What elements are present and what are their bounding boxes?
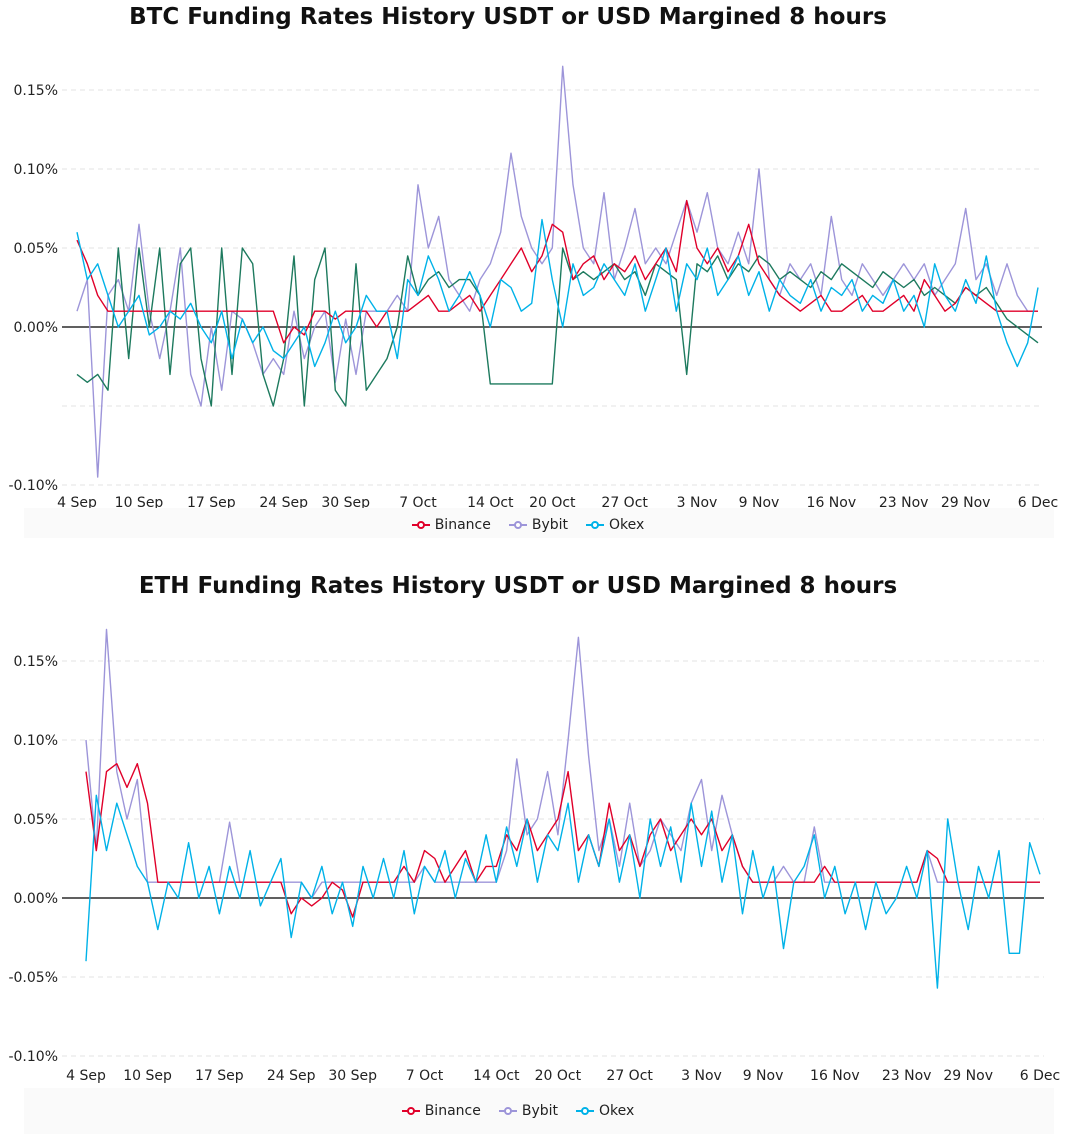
legend-marker-icon (508, 521, 527, 529)
x-tick-label: 23 Nov (882, 1068, 932, 1084)
x-tick-label: 16 Nov (807, 495, 857, 510)
x-tick-label: 27 Oct (601, 495, 648, 510)
x-tick-label: 27 Oct (606, 1068, 653, 1084)
y-tick-label: -0.10% (8, 478, 58, 494)
x-tick-label: 9 Nov (743, 1068, 784, 1084)
legend-marker-icon (576, 1107, 594, 1115)
legend-item-okex[interactable]: Okex (586, 517, 644, 533)
y-tick-label: -0.10% (8, 1049, 58, 1065)
eth-funding-chart: 0.15% 0.10% 0.05% 0.00% -0.05% -0.10% 4 Sep 10 … (8, 628, 1060, 1084)
x-tick-label: 23 Nov (879, 495, 929, 510)
x-tick-label: 30 Sep (321, 495, 370, 510)
x-tick-label: 10 Sep (115, 495, 164, 510)
legend-label: Bybit (531, 517, 568, 533)
eth-legend-panel (24, 1088, 1054, 1134)
x-tick-label: 9 Nov (739, 495, 780, 510)
x-tick-label: 6 Dec (1018, 495, 1058, 510)
legend-label: Okex (599, 1103, 635, 1119)
x-tick-label: 24 Sep (267, 1068, 316, 1084)
y-tick-label: 0.05% (14, 241, 58, 257)
x-tick-label: 29 Nov (943, 1068, 993, 1084)
legend-item-bybit[interactable]: Bybit (498, 1103, 558, 1119)
eth-legend: Binance Bybit Okex (0, 1103, 1056, 1119)
y-tick-label: -0.05% (8, 970, 58, 986)
series-line-okex (85, 794, 1041, 989)
x-tick-label: 17 Sep (187, 495, 236, 510)
legend-marker-icon (411, 521, 430, 529)
legend-marker-icon (401, 1107, 420, 1115)
series-line-binance (76, 199, 1038, 344)
x-tick-label: 6 Dec (1020, 1068, 1060, 1084)
y-tick-label: 0.15% (14, 83, 58, 99)
series-line-okex (76, 218, 1039, 368)
btc-legend-panel (24, 508, 1054, 538)
x-tick-label: 7 Oct (399, 495, 437, 510)
x-tick-label: 24 Sep (259, 495, 308, 510)
x-tick-label: 29 Nov (941, 495, 991, 510)
x-tick-label: 3 Nov (677, 495, 718, 510)
y-tick-label: 0.15% (14, 654, 58, 670)
btc-funding-chart: 0.15% 0.10% 0.05% 0.00% -0.10%4 Sep 10 Sep 17 … (8, 65, 1058, 510)
x-tick-label: 20 Oct (535, 1068, 582, 1084)
legend-item-binance[interactable]: Binance (411, 517, 491, 533)
legend-label: Okex (609, 517, 645, 533)
y-tick-label: 0.10% (14, 733, 58, 749)
x-tick-label: 4 Sep (57, 495, 97, 510)
y-tick-label: 0.10% (14, 162, 58, 178)
x-tick-label: 10 Sep (123, 1068, 172, 1084)
y-tick-label: 0.00% (14, 891, 58, 907)
x-tick-label: 7 Oct (406, 1068, 444, 1084)
x-tick-label: 3 Nov (681, 1068, 722, 1084)
btc-legend: Binance Bybit Okex (0, 517, 1066, 533)
legend-marker-icon (586, 521, 604, 529)
x-tick-label: 30 Sep (328, 1068, 377, 1084)
legend-label: Binance (424, 1103, 481, 1119)
x-tick-label: 14 Oct (467, 495, 514, 510)
x-tick-label: 17 Sep (195, 1068, 244, 1084)
legend-item-bybit[interactable]: Bybit (508, 517, 568, 533)
x-tick-label: 20 Oct (529, 495, 576, 510)
btc-chart-title: BTC Funding Rates History USDT or USD Ma… (129, 4, 887, 30)
series-line-binance (85, 762, 1040, 918)
legend-item-binance[interactable]: Binance (401, 1103, 481, 1119)
x-tick-label: 14 Oct (473, 1068, 520, 1084)
legend-label: Bybit (521, 1103, 558, 1119)
x-tick-label: 16 Nov (810, 1068, 860, 1084)
y-tick-label: 0.00% (14, 320, 58, 336)
legend-label: Binance (434, 517, 491, 533)
y-tick-label: 0.05% (14, 812, 58, 828)
series-line-bybit (76, 65, 1038, 478)
x-tick-label: 4 Sep (66, 1068, 106, 1084)
eth-chart-title: ETH Funding Rates History USDT or USD Ma… (138, 573, 898, 599)
series-line-bybit (85, 628, 1040, 899)
legend-marker-icon (498, 1107, 517, 1115)
legend-item-okex[interactable]: Okex (576, 1103, 634, 1119)
